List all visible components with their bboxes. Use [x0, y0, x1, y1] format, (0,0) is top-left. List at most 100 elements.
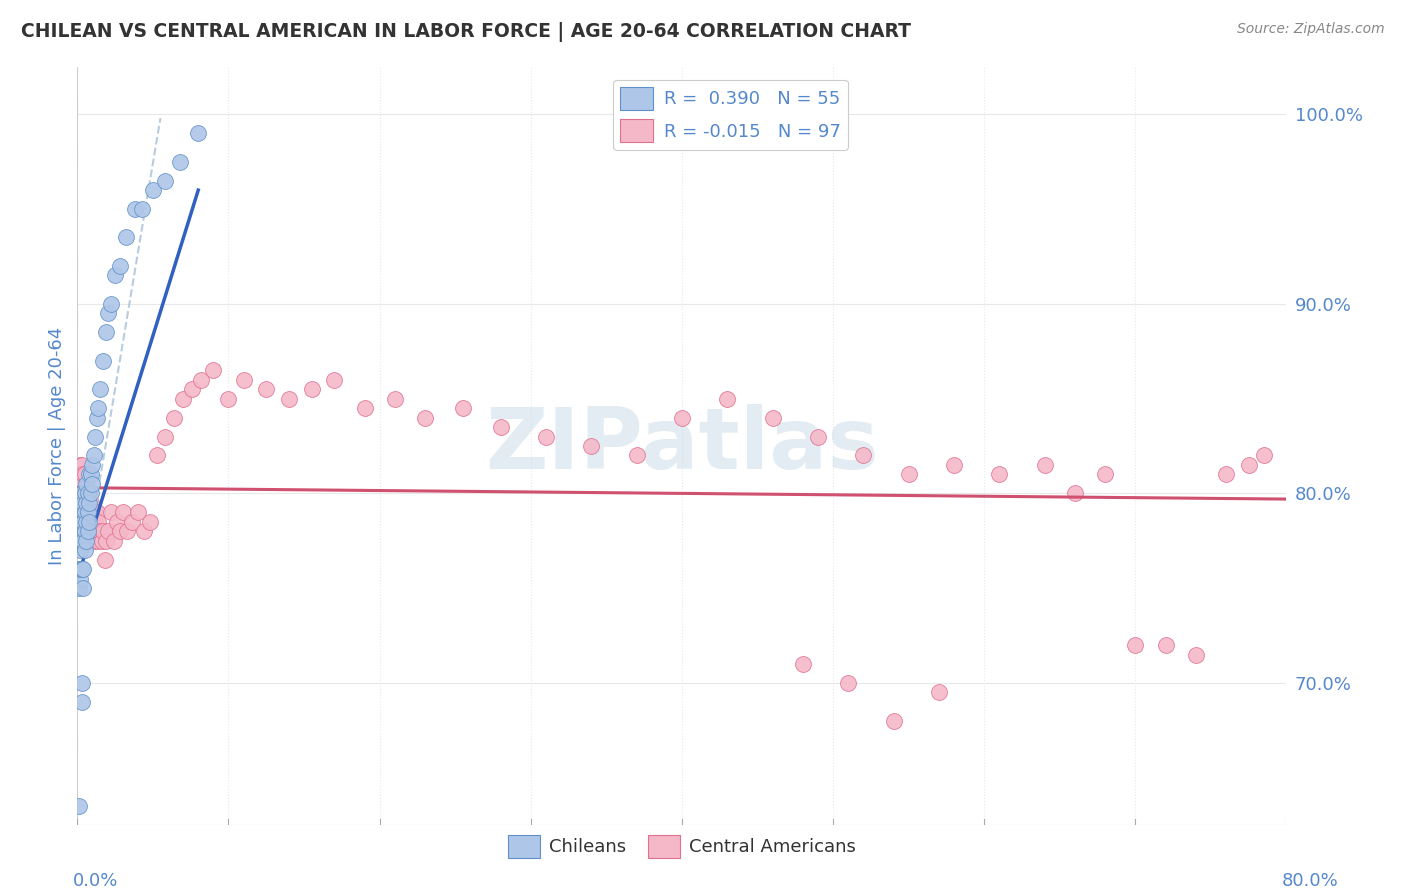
Point [142, 183, 165, 197]
Point [69, 458, 91, 472]
Point [77, 505, 100, 519]
Point [169, 154, 191, 169]
Point [72, 496, 94, 510]
Point [146, 449, 169, 463]
Point [69, 476, 91, 491]
Point [301, 382, 323, 396]
Point [131, 202, 153, 216]
Point [153, 429, 176, 443]
Point [70, 676, 93, 690]
Point [72, 533, 94, 548]
Point [83, 524, 105, 539]
Point [837, 676, 859, 690]
Point [73, 524, 96, 539]
Point [105, 515, 128, 529]
Point [89, 524, 111, 539]
Point [114, 230, 136, 244]
Point [124, 202, 146, 216]
Point [75, 515, 97, 529]
Point [451, 401, 474, 415]
Point [104, 268, 127, 283]
Point [73, 524, 96, 539]
Point [852, 449, 875, 463]
Point [942, 458, 965, 472]
Point [82, 505, 104, 519]
Point [103, 533, 125, 548]
Point [75, 524, 97, 539]
Point [153, 173, 176, 187]
Point [807, 429, 830, 443]
Point [70, 562, 93, 576]
Point [75, 476, 97, 491]
Point [80, 515, 103, 529]
Point [82, 476, 104, 491]
Point [70, 486, 93, 500]
Point [77, 515, 100, 529]
Point [79, 467, 101, 482]
Point [89, 382, 111, 396]
Point [534, 429, 557, 443]
Point [254, 382, 277, 396]
Point [716, 392, 738, 406]
Point [353, 401, 375, 415]
Point [83, 449, 105, 463]
Point [96, 306, 118, 320]
Point [93, 552, 115, 567]
Point [108, 259, 131, 273]
Point [80, 486, 103, 500]
Point [73, 467, 96, 482]
Point [323, 373, 346, 387]
Point [278, 392, 301, 406]
Point [67, 467, 90, 482]
Point [988, 467, 1011, 482]
Point [163, 410, 186, 425]
Point [94, 325, 117, 339]
Point [181, 382, 204, 396]
Text: Source: ZipAtlas.com: Source: ZipAtlas.com [1237, 22, 1385, 37]
Text: 0.0%: 0.0% [73, 872, 118, 890]
Point [73, 505, 96, 519]
Point [72, 524, 94, 539]
Text: ZIPatlas: ZIPatlas [485, 404, 879, 488]
Point [79, 524, 101, 539]
Text: 80.0%: 80.0% [1282, 872, 1339, 890]
Point [84, 429, 107, 443]
Point [626, 449, 648, 463]
Point [762, 410, 785, 425]
Point [73, 486, 96, 500]
Point [79, 496, 101, 510]
Legend: Chileans, Central Americans: Chileans, Central Americans [501, 828, 863, 865]
Point [72, 486, 94, 500]
Point [80, 533, 103, 548]
Point [84, 533, 107, 548]
Point [87, 401, 110, 415]
Point [72, 562, 94, 576]
Point [72, 467, 94, 482]
Point [70, 515, 93, 529]
Point [100, 297, 122, 311]
Point [72, 515, 94, 529]
Point [91, 524, 114, 539]
Point [172, 392, 194, 406]
Point [1184, 648, 1206, 662]
Point [77, 533, 100, 548]
Point [69, 562, 91, 576]
Point [70, 695, 93, 709]
Point [75, 533, 97, 548]
Text: CHILEAN VS CENTRAL AMERICAN IN LABOR FORCE | AGE 20-64 CORRELATION CHART: CHILEAN VS CENTRAL AMERICAN IN LABOR FOR… [21, 22, 911, 42]
Point [80, 496, 103, 510]
Point [1094, 467, 1116, 482]
Point [67, 562, 90, 576]
Point [91, 353, 114, 368]
Point [69, 524, 91, 539]
Point [73, 505, 96, 519]
Point [1215, 467, 1237, 482]
Point [111, 505, 134, 519]
Point [1033, 458, 1056, 472]
Point [69, 505, 91, 519]
Point [87, 515, 110, 529]
Point [100, 505, 122, 519]
Point [83, 505, 105, 519]
Point [86, 505, 108, 519]
Point [121, 515, 143, 529]
